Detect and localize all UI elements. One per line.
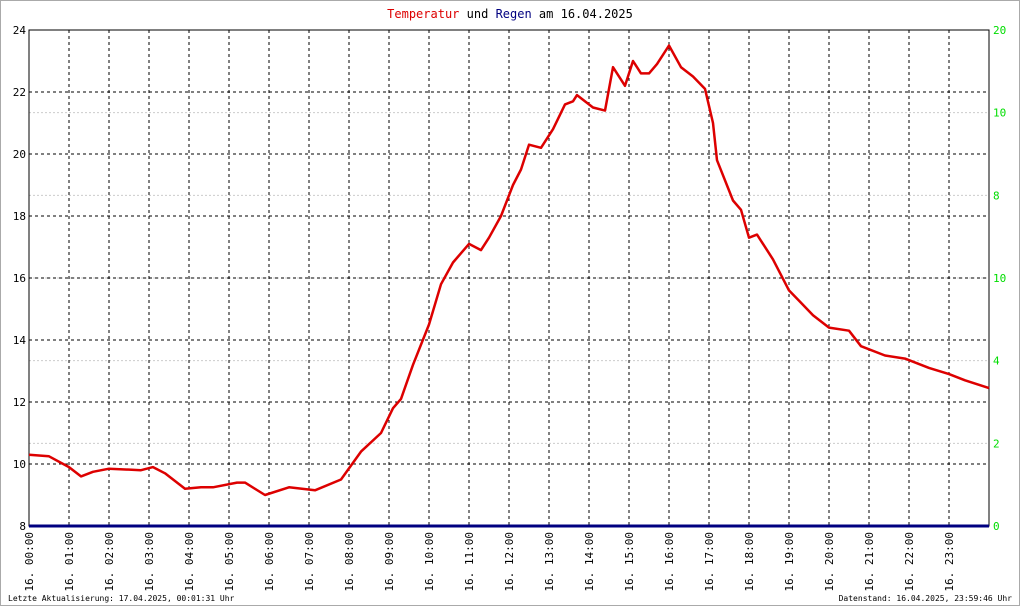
y-tick-label: 8 [19,520,26,533]
x-tick-label: 16. 09:00 [383,532,396,592]
x-tick-label: 16. 20:00 [823,532,836,592]
y2-tick-label: 2 [993,437,1000,450]
x-tick-label: 16. 00:00 [23,532,36,592]
x-tick-label: 16. 10:00 [423,532,436,592]
x-tick-label: 16. 05:00 [223,532,236,592]
footer-left: Letzte Aktualisierung: 17.04.2025, 00:01… [8,594,235,603]
y-tick-label: 12 [13,396,26,409]
footer-right: Datenstand: 16.04.2025, 23:59:46 Uhr [839,594,1013,603]
y2-tick-label: 10 [993,272,1006,285]
x-tick-label: 16. 15:00 [623,532,636,592]
x-tick-label: 16. 07:00 [303,532,316,592]
y-tick-label: 16 [13,272,26,285]
x-tick-label: 16. 03:00 [143,532,156,592]
title-part: Regen [496,7,532,21]
x-tick-label: 16. 22:00 [903,532,916,592]
y2-tick-label: 4 [993,355,1000,368]
x-tick-label: 16. 13:00 [543,532,556,592]
x-tick-label: 16. 04:00 [183,532,196,592]
x-tick-label: 16. 01:00 [63,532,76,592]
title-part: am 16.04.2025 [539,7,633,21]
y-tick-label: 18 [13,210,26,223]
x-tick-label: 16. 14:00 [583,532,596,592]
title-part: und [467,7,489,21]
chart-title: Temperatur und Regen am 16.04.2025 [387,7,633,21]
x-tick-label: 16. 02:00 [103,532,116,592]
y-tick-label: 20 [13,148,26,161]
x-tick-label: 16. 23:00 [943,532,956,592]
series-line [28,44,990,497]
x-tick-label: 16. 17:00 [703,532,716,592]
x-tick-label: 16. 08:00 [343,532,356,592]
y2-tick-label: 8 [993,189,1000,202]
y-tick-label: 14 [13,334,27,347]
title-part: Temperatur [387,7,459,21]
y-tick-label: 24 [13,24,27,37]
x-tick-label: 16. 12:00 [503,532,516,592]
y2-tick-label: 0 [993,520,1000,533]
y-tick-label: 22 [13,86,26,99]
x-tick-label: 16. 11:00 [463,532,476,592]
x-tick-label: 16. 21:00 [863,532,876,592]
x-tick-label: 16. 19:00 [783,532,796,592]
y2-tick-label: 10 [993,107,1006,120]
x-tick-label: 16. 18:00 [743,532,756,592]
y2-tick-label: 20 [993,24,1006,37]
x-tick-label: 16. 06:00 [263,532,276,592]
y-tick-label: 10 [13,458,26,471]
x-tick-label: 16. 16:00 [663,532,676,592]
